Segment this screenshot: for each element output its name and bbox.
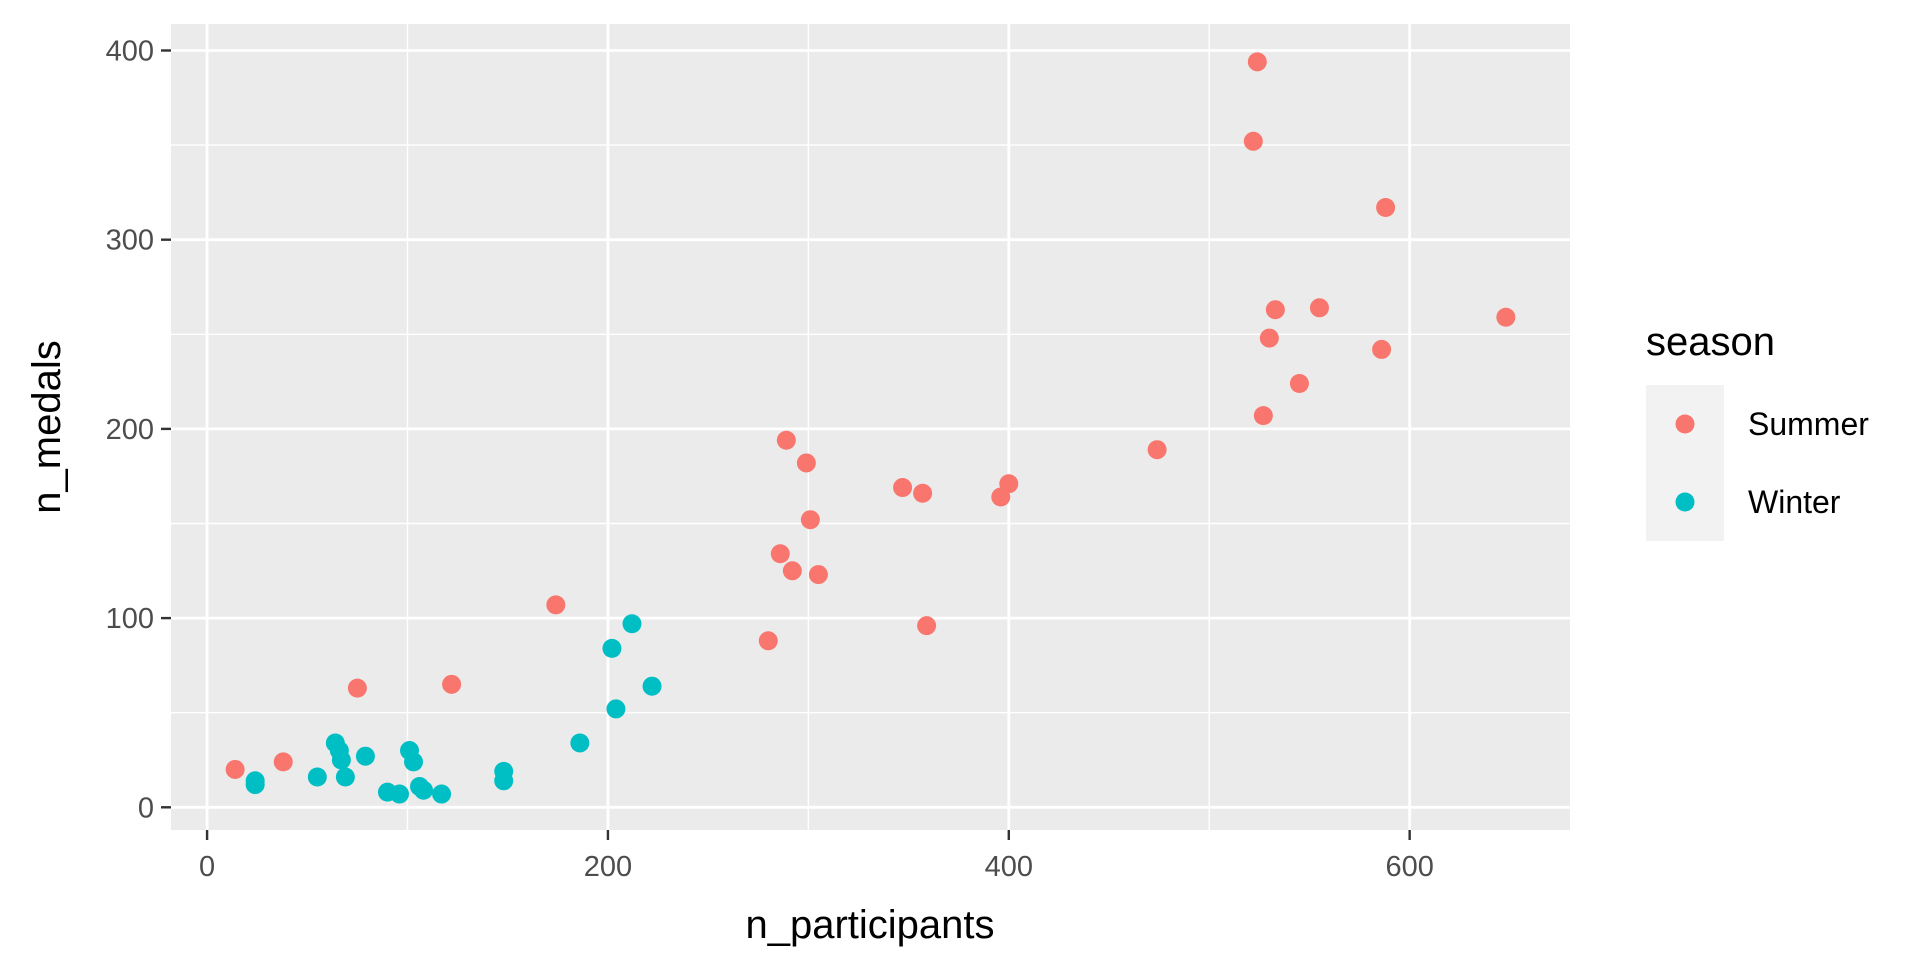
- major-gridlines: [171, 24, 1570, 830]
- data-point-summer: [273, 752, 293, 772]
- axis-ticks: [161, 49, 1411, 840]
- legend-key-background: [1646, 385, 1724, 541]
- data-point-summer: [776, 430, 796, 450]
- data-point-summer: [808, 565, 828, 585]
- data-point-summer: [782, 561, 802, 581]
- data-point-winter: [570, 733, 590, 753]
- data-point-winter: [432, 784, 452, 804]
- data-point-winter: [331, 750, 351, 770]
- data-point-summer: [546, 595, 566, 615]
- data-point-summer: [999, 474, 1019, 494]
- y-tick-label: 400: [106, 35, 154, 67]
- data-point-summer: [1147, 440, 1167, 460]
- data-point-winter: [389, 784, 409, 804]
- data-point-summer: [1259, 328, 1279, 348]
- data-point-summer: [913, 483, 933, 503]
- data-point-winter: [355, 746, 375, 766]
- data-point-summer: [1372, 339, 1392, 359]
- x-tick-label: 400: [985, 851, 1033, 883]
- data-point-summer: [893, 478, 913, 498]
- legend-label-summer: Summer: [1748, 406, 1869, 442]
- data-point-summer: [917, 616, 937, 636]
- tick-labels: 0 200 400 600 0 100 200 300 400: [106, 35, 1434, 883]
- panel-background: [171, 24, 1570, 830]
- legend-label-winter: Winter: [1748, 484, 1841, 520]
- data-point-summer: [1253, 406, 1273, 426]
- x-tick-label: 0: [199, 851, 215, 883]
- data-point-winter: [622, 614, 642, 634]
- data-point-winter: [602, 638, 622, 658]
- data-point-winter: [606, 699, 626, 719]
- legend-key-summer: [1675, 414, 1695, 434]
- y-tick-label: 300: [106, 225, 154, 257]
- legend-title: season: [1646, 320, 1775, 364]
- data-point-summer: [1247, 52, 1267, 72]
- data-point-summer: [1243, 131, 1263, 151]
- y-tick-label: 0: [138, 792, 154, 824]
- data-point-winter: [494, 771, 514, 791]
- data-point-summer: [1265, 300, 1285, 320]
- data-point-summer: [347, 678, 367, 698]
- data-point-summer: [770, 544, 790, 564]
- legend: season Summer Winter: [1646, 320, 1869, 541]
- data-point-winter: [642, 676, 662, 696]
- x-tick-label: 200: [584, 851, 632, 883]
- data-points: [225, 52, 1516, 804]
- x-axis-title: n_participants: [745, 903, 994, 947]
- data-point-summer: [442, 674, 462, 694]
- x-tick-label: 600: [1385, 851, 1433, 883]
- legend-key-winter: [1675, 492, 1695, 512]
- y-axis-title: n_medals: [25, 340, 69, 513]
- data-point-winter: [404, 752, 424, 772]
- data-point-summer: [1496, 307, 1516, 327]
- data-point-summer: [1309, 298, 1329, 318]
- data-point-winter: [307, 767, 327, 787]
- data-point-summer: [1376, 198, 1396, 218]
- data-point-summer: [800, 510, 820, 530]
- data-point-winter: [245, 771, 265, 791]
- data-point-summer: [1289, 373, 1309, 393]
- data-point-summer: [225, 759, 245, 779]
- data-point-winter: [335, 767, 355, 787]
- data-point-summer: [796, 453, 816, 473]
- minor-gridlines: [171, 24, 1570, 830]
- y-tick-label: 200: [106, 414, 154, 446]
- legend-items: Summer Winter: [1675, 406, 1869, 520]
- y-tick-label: 100: [106, 603, 154, 635]
- data-point-summer: [758, 631, 778, 651]
- data-point-winter: [414, 780, 434, 800]
